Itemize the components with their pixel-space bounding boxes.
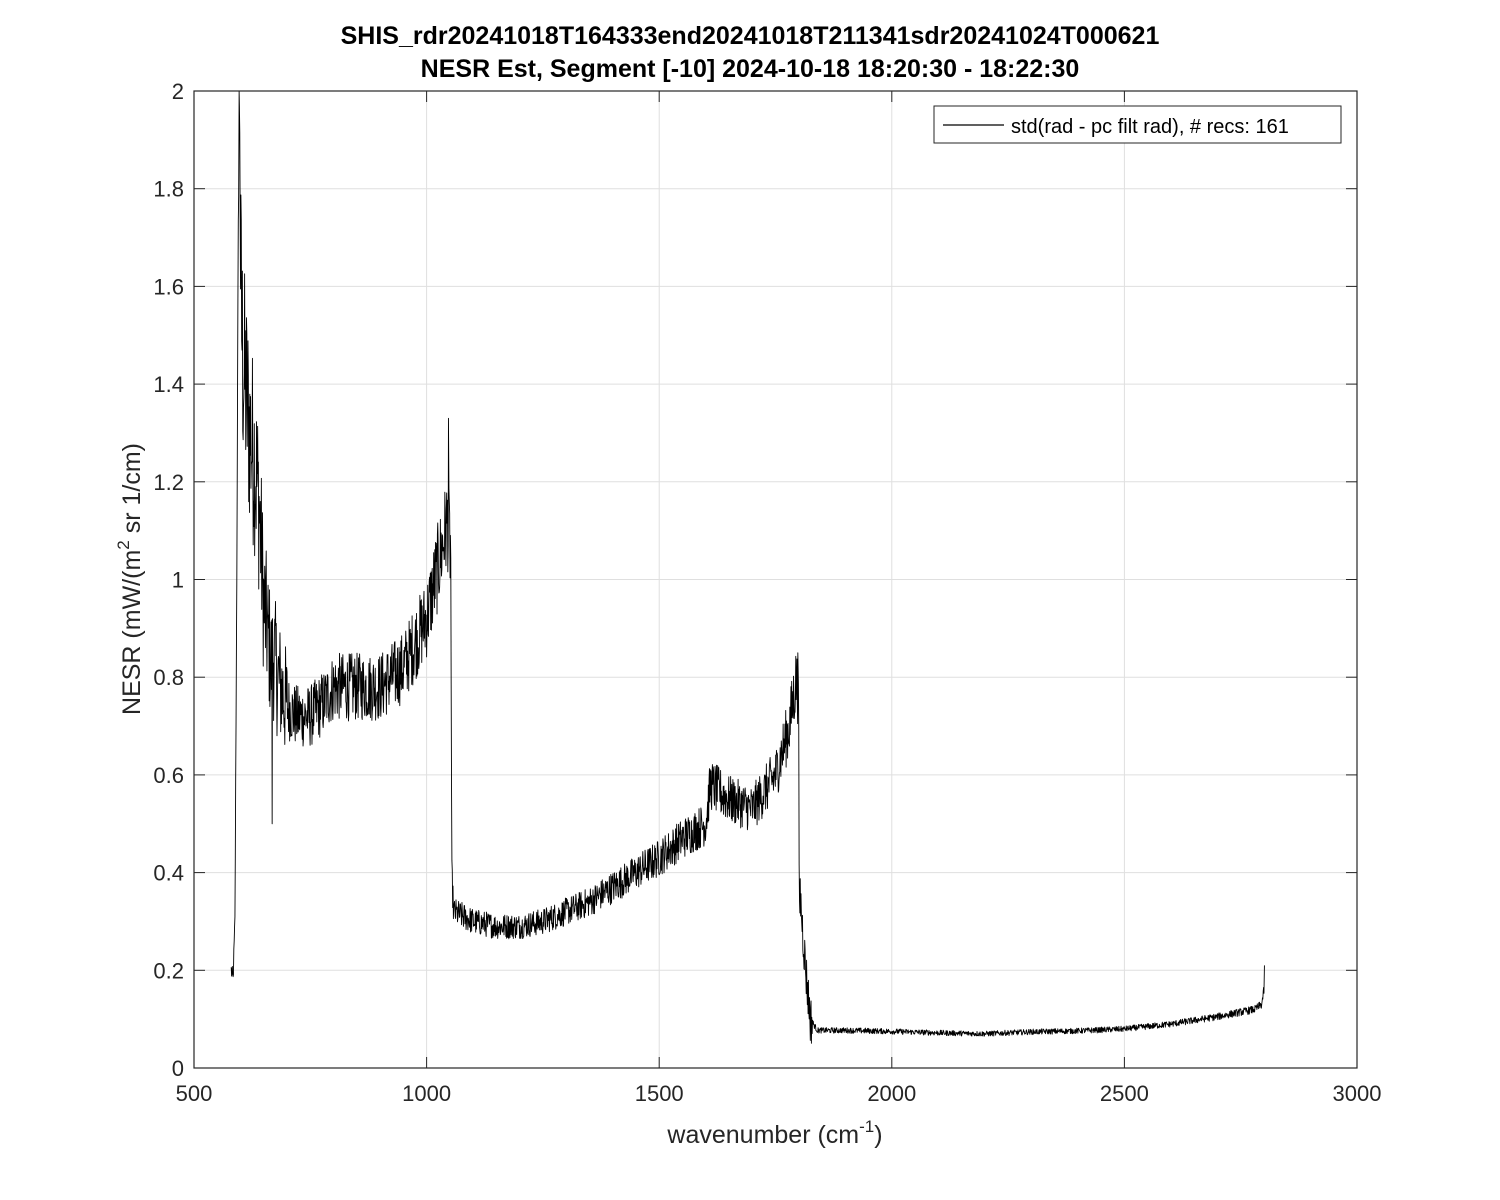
y-tick-label: 0.4 <box>153 861 184 886</box>
y-tick-label: 0 <box>172 1056 184 1081</box>
y-tick-label: 2 <box>172 79 184 104</box>
x-tick-label: 2500 <box>1100 1081 1149 1106</box>
y-tick-label: 1.4 <box>153 372 184 397</box>
x-tick-label: 3000 <box>1333 1081 1382 1106</box>
grid-layer <box>193 90 1358 1069</box>
y-tick-label: 1.8 <box>153 177 184 202</box>
legend-entry-label: std(rad - pc filt rad), # recs: 161 <box>1011 116 1289 138</box>
y-axis-label: NESR (mW/(m2 sr 1/cm) <box>114 443 146 715</box>
chart-title: SHIS_rdr20241018T164333end20241018T21134… <box>340 22 1160 50</box>
x-axis-label: wavenumber (cm-1) <box>666 1117 882 1149</box>
y-tick-label: 0.6 <box>153 763 184 788</box>
chart-subtitle: NESR Est, Segment [-10] 2024-10-18 18:20… <box>420 55 1080 83</box>
y-tick-label: 0.2 <box>153 958 184 983</box>
legend: std(rad - pc filt rad), # recs: 161 <box>933 105 1342 144</box>
series-layer <box>230 90 1265 1044</box>
y-tick-label: 1.2 <box>153 470 184 495</box>
x-tick-label: 500 <box>176 1081 213 1106</box>
series-line-nesr <box>230 90 1265 1044</box>
y-tick-label: 1.6 <box>153 274 184 299</box>
x-tick-label: 1500 <box>635 1081 684 1106</box>
y-tick-label: 0.8 <box>153 665 184 690</box>
y-tick-label: 1 <box>172 568 184 593</box>
x-tick-label: 2000 <box>867 1081 916 1106</box>
x-tick-label: 1000 <box>402 1081 451 1106</box>
tick-layer: 500 1000 1500 2000 2500 3000 0 0.2 0.4 0.6 0.8 1 1.2… <box>153 79 1381 1106</box>
